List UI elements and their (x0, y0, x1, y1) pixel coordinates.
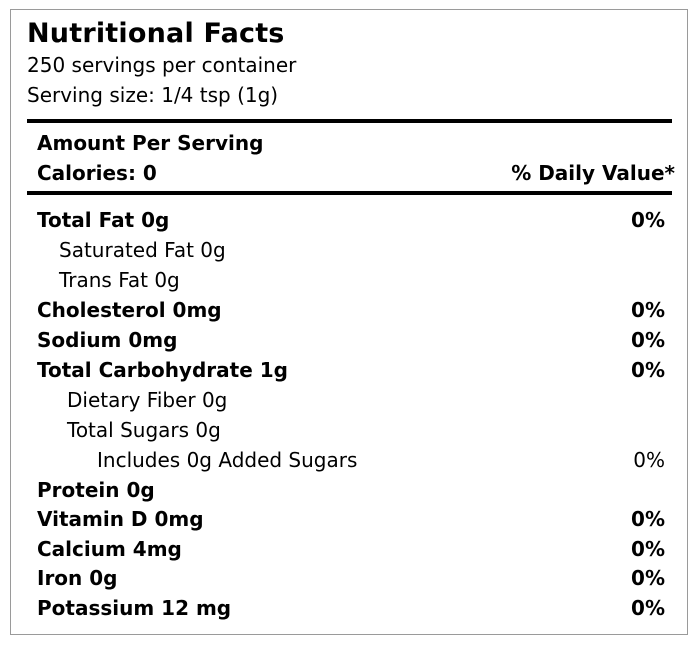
nutrient-row-potassium: Potassium 12 mg 0% (37, 596, 665, 626)
nutrient-name: Total Carbohydrate 1g (37, 358, 288, 382)
nutrient-row-total-fat: Total Fat 0g 0% (37, 208, 665, 238)
nutrient-dv: 0% (631, 298, 665, 322)
nutrient-row-sodium: Sodium 0mg 0% (37, 328, 665, 358)
amount-per-serving: Amount Per Serving (37, 131, 264, 155)
nutrient-row-total-sugars: Total Sugars 0g (37, 418, 665, 448)
nutrient-name: Trans Fat 0g (59, 268, 180, 292)
nutrient-dv: 0% (631, 328, 665, 352)
nutrient-name: Protein 0g (37, 478, 155, 502)
calories: Calories: 0 (37, 161, 157, 185)
nutrient-name: Cholesterol 0mg (37, 298, 222, 322)
top-divider (27, 119, 672, 123)
nutrient-row-total-carbohydrate: Total Carbohydrate 1g 0% (37, 358, 665, 388)
nutrient-name: Potassium 12 mg (37, 596, 232, 620)
serving-size: Serving size: 1/4 tsp (1g) (27, 83, 279, 107)
nutrient-dv: 0% (631, 596, 665, 620)
nutrient-row-iron: Iron 0g 0% (37, 566, 665, 596)
daily-value-header: % Daily Value* (511, 161, 675, 185)
nutrient-row-calcium: Calcium 4mg 0% (37, 537, 665, 567)
nutrient-dv: 0% (633, 448, 665, 472)
nutrient-row-trans-fat: Trans Fat 0g (37, 268, 665, 298)
nutrient-dv: 0% (631, 537, 665, 561)
nutrition-label: Nutritional Facts 250 servings per conta… (10, 9, 688, 635)
nutrient-dv: 0% (631, 358, 665, 382)
nutrient-row-cholesterol: Cholesterol 0mg 0% (37, 298, 665, 328)
nutrient-name: Total Fat 0g (37, 208, 170, 232)
nutrient-name: Saturated Fat 0g (59, 238, 226, 262)
nutrient-name: Total Sugars 0g (67, 418, 221, 442)
nutrient-name: Dietary Fiber 0g (67, 388, 228, 412)
nutrient-row-added-sugars: Includes 0g Added Sugars 0% (37, 448, 665, 478)
middle-divider (27, 191, 672, 195)
calories-row: Calories: 0 % Daily Value* (37, 161, 675, 191)
amount-per-serving-row: Amount Per Serving (37, 131, 665, 161)
nutrient-dv: 0% (631, 507, 665, 531)
nutrient-name: Calcium 4mg (37, 537, 182, 561)
nutrient-dv: 0% (631, 208, 665, 232)
nutrient-dv: 0% (631, 566, 665, 590)
nutrient-name: Includes 0g Added Sugars (97, 448, 358, 472)
nutrient-name: Sodium 0mg (37, 328, 178, 352)
servings-per-container: 250 servings per container (27, 53, 297, 77)
nutrient-row-vitamin-d: Vitamin D 0mg 0% (37, 507, 665, 537)
label-title: Nutritional Facts (27, 18, 285, 49)
nutrient-row-protein: Protein 0g (37, 478, 665, 508)
nutrient-name: Iron 0g (37, 566, 118, 590)
nutrient-row-dietary-fiber: Dietary Fiber 0g (37, 388, 665, 418)
nutrient-name: Vitamin D 0mg (37, 507, 204, 531)
nutrient-row-saturated-fat: Saturated Fat 0g (37, 238, 665, 268)
